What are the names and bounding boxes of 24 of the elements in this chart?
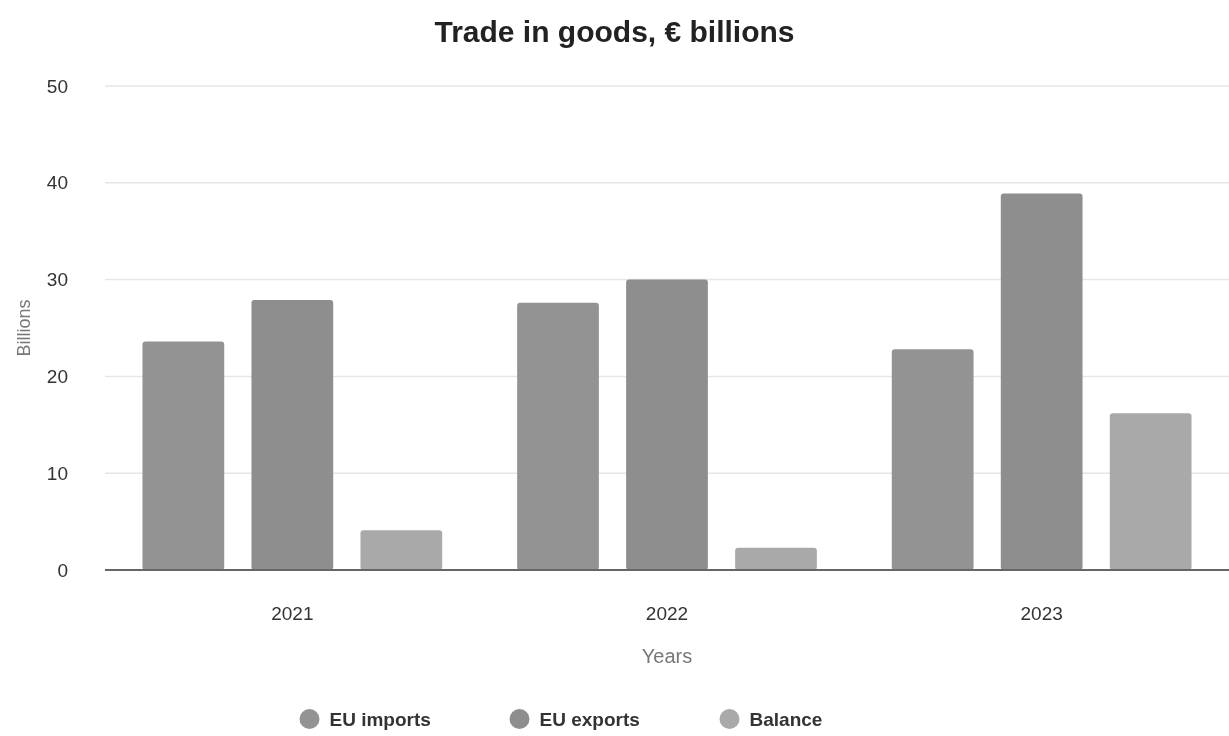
legend-label: EU exports	[539, 708, 640, 730]
y-tick-label: 30	[46, 269, 68, 291]
chart-title: Trade in goods, € billions	[434, 15, 795, 48]
bar	[1000, 193, 1083, 570]
x-tick-label: 2023	[1020, 603, 1063, 624]
bar	[251, 299, 334, 570]
y-tick-label: 20	[46, 366, 68, 388]
bar	[517, 302, 599, 570]
x-tick-label: 2022	[645, 603, 689, 624]
y-axis-title: Billions	[14, 299, 34, 357]
y-tick-label: 0	[57, 559, 68, 581]
legend-label: EU imports	[329, 708, 431, 730]
x-tick-label: 2021	[271, 603, 314, 624]
y-tick-label: 10	[46, 462, 68, 484]
bar	[891, 349, 974, 570]
legend-label: Balance	[749, 708, 823, 730]
bar	[142, 341, 225, 570]
y-tick-label: 50	[46, 75, 68, 97]
y-tick-label: 40	[46, 172, 68, 194]
bar	[360, 530, 443, 570]
x-axis-title: Years	[641, 645, 693, 667]
bar	[735, 547, 817, 570]
bar	[626, 279, 708, 570]
bar	[1109, 413, 1192, 570]
